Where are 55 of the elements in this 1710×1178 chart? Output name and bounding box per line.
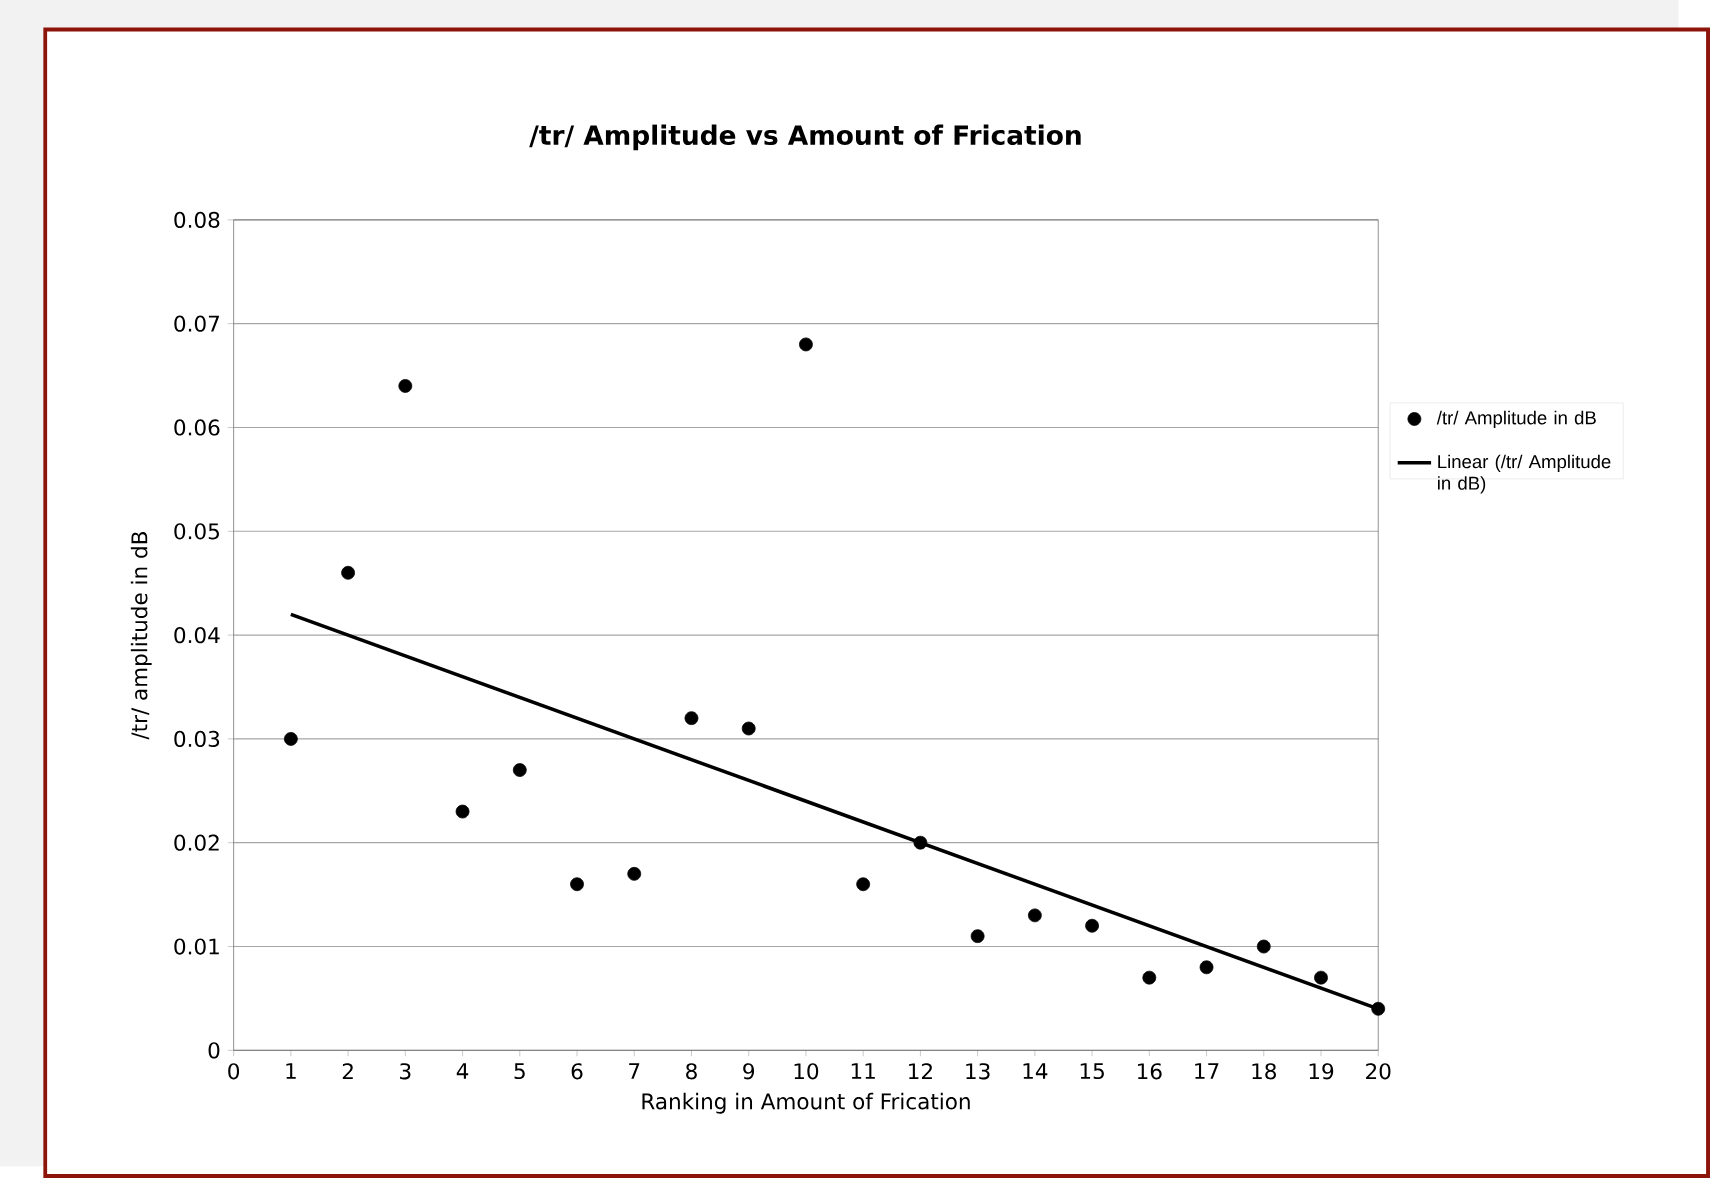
- point: [570, 877, 584, 892]
- y-tick-label: 0.05: [174, 523, 219, 540]
- x-tick-label: 0: [228, 1063, 240, 1080]
- x-tick-label: 7: [629, 1063, 640, 1079]
- point: [627, 867, 642, 881]
- point: [970, 929, 985, 944]
- x-tick-label: 11: [851, 1063, 875, 1079]
- x-tick-label: 14: [1023, 1063, 1048, 1079]
- y-axis-title: /tr/ amplitude in dB: [130, 532, 152, 740]
- y-tick-label: 0.03: [174, 730, 220, 748]
- x-tick-label: 19: [1309, 1063, 1334, 1080]
- point: [1199, 960, 1214, 975]
- x-tick-label: 4: [456, 1063, 469, 1079]
- x-tick-label: 12: [909, 1063, 932, 1080]
- x-tick-label: 20: [1366, 1063, 1391, 1080]
- point: [913, 835, 928, 850]
- x-axis-title: Ranking in Amount of Frication: [642, 1092, 970, 1114]
- x-tick-label: 1: [286, 1063, 296, 1079]
- point: [1085, 918, 1099, 933]
- x-tick-label: 2: [342, 1063, 353, 1080]
- point: [1314, 970, 1328, 985]
- x-tick-label: 5: [514, 1063, 525, 1080]
- point: [799, 337, 813, 352]
- point: [684, 711, 699, 726]
- point: [856, 877, 871, 892]
- point: [512, 763, 527, 777]
- point: [1027, 908, 1042, 923]
- point: [341, 565, 355, 580]
- legend-label: /tr/ Amplitude in dB: [1436, 410, 1596, 429]
- x-tick-label: 10: [794, 1063, 819, 1080]
- y-tick-label: 0.01: [174, 938, 219, 955]
- x-tick-label: 13: [966, 1063, 990, 1080]
- point: [1256, 939, 1271, 954]
- x-tick-label: 15: [1080, 1063, 1104, 1080]
- y-tick-label: 0.08: [174, 211, 220, 229]
- x-tick-label: 17: [1195, 1063, 1219, 1079]
- point: [398, 379, 413, 393]
- point: [1142, 970, 1157, 985]
- x-tick-label: 6: [571, 1063, 583, 1080]
- chart-title: /tr/ Amplitude vs Amount of Frication: [529, 124, 1081, 151]
- x-tick-label: 18: [1252, 1063, 1276, 1080]
- y-tick-label: 0: [208, 1042, 220, 1059]
- x-tick-label: 8: [686, 1063, 697, 1080]
- point: [455, 804, 470, 819]
- y-tick-label: 0.06: [174, 419, 220, 436]
- point: [284, 732, 298, 746]
- y-tick-label: 0.04: [174, 627, 220, 644]
- point: [1371, 1001, 1386, 1016]
- y-tick-label: 0.02: [174, 834, 219, 851]
- x-tick-label: 16: [1137, 1063, 1162, 1080]
- y-tick-label: 0.07: [174, 315, 219, 332]
- point: [741, 721, 756, 736]
- x-tick-label: 3: [400, 1063, 411, 1080]
- x-tick-label: 9: [743, 1063, 755, 1080]
- legend-label: Linear (/tr/ Amplitude in dB): [1438, 454, 1611, 494]
